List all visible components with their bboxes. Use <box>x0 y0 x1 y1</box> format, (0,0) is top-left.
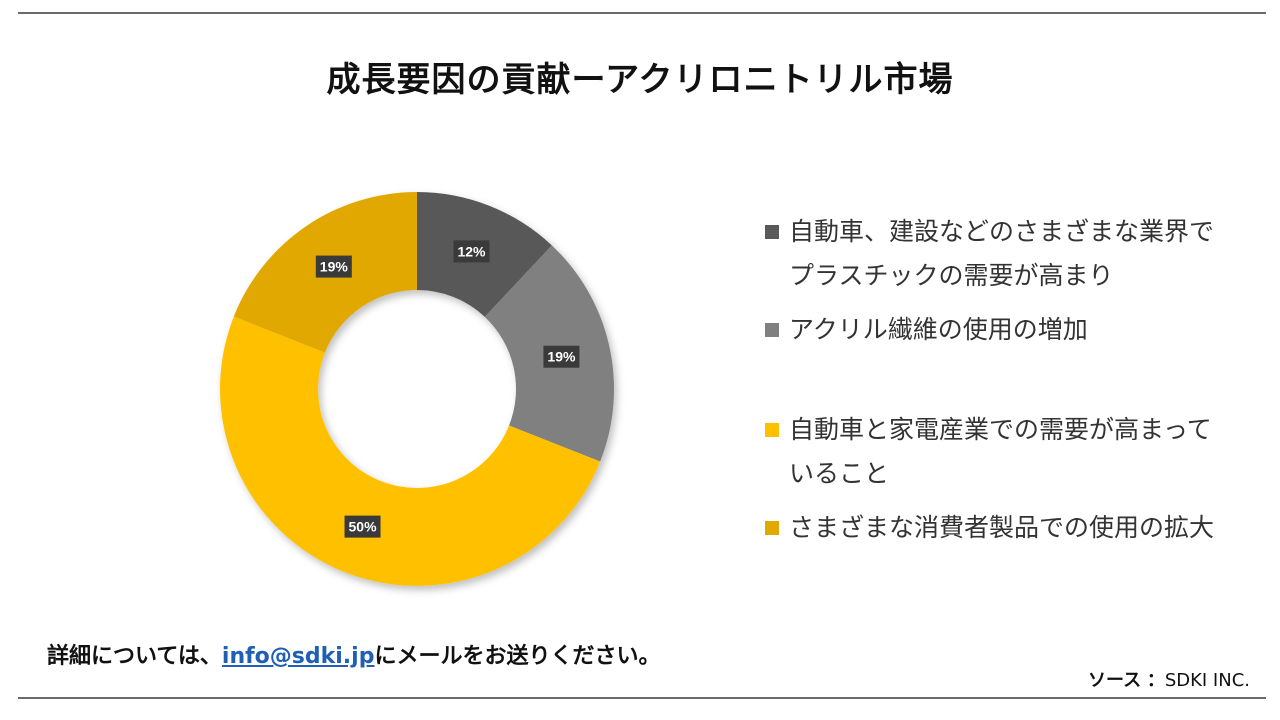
legend-swatch <box>765 323 779 337</box>
slice-data-label: 19% <box>543 345 580 368</box>
contact-email-link[interactable]: info@sdki.jp <box>221 644 375 669</box>
contact-suffix: にメールをお送りください。 <box>374 644 661 669</box>
slice-label-text: 12% <box>457 243 486 259</box>
donut-chart: 12% 19% 50% 19% <box>200 175 640 605</box>
donut-slice <box>220 316 601 586</box>
legend-label: さまざまな消費者製品での使用の拡大 <box>789 513 1215 542</box>
contact-prefix: 詳細については、 <box>47 644 222 669</box>
slice-data-label: 19% <box>315 255 352 278</box>
page-title: 成長要因の貢献ーアクリロニトリル市場 <box>326 60 954 100</box>
legend-label: 自動車と家電産業での需要が高まっていること <box>789 415 1212 488</box>
source-value: SDKI INC. <box>1164 670 1250 691</box>
slice-label-text: 19% <box>320 259 349 275</box>
legend-label: 自動車、建設などのさまざまな業界でプラスチックの需要が高まり <box>789 217 1215 290</box>
legend-swatch <box>765 521 779 535</box>
legend-swatch <box>765 225 779 239</box>
legend-swatch <box>765 423 779 437</box>
bottom-rule <box>18 697 1266 699</box>
top-rule <box>18 12 1266 14</box>
contact-line: 詳細については、info@sdki.jpにメールをお送りください。 <box>47 638 660 670</box>
source-label: ソース <box>1087 670 1142 691</box>
source-credit: ソース ：SDKI INC. <box>1088 666 1250 692</box>
slice-data-label: 12% <box>453 240 490 263</box>
slice-label-text: 19% <box>547 349 576 365</box>
slice-label-text: 50% <box>349 519 378 535</box>
source-separator: ： <box>1146 670 1165 691</box>
slice-data-label: 50% <box>344 515 381 538</box>
donut-chart-svg: 12% 19% 50% 19% <box>220 192 614 586</box>
legend-label: アクリル繊維の使用の増加 <box>789 315 1088 344</box>
